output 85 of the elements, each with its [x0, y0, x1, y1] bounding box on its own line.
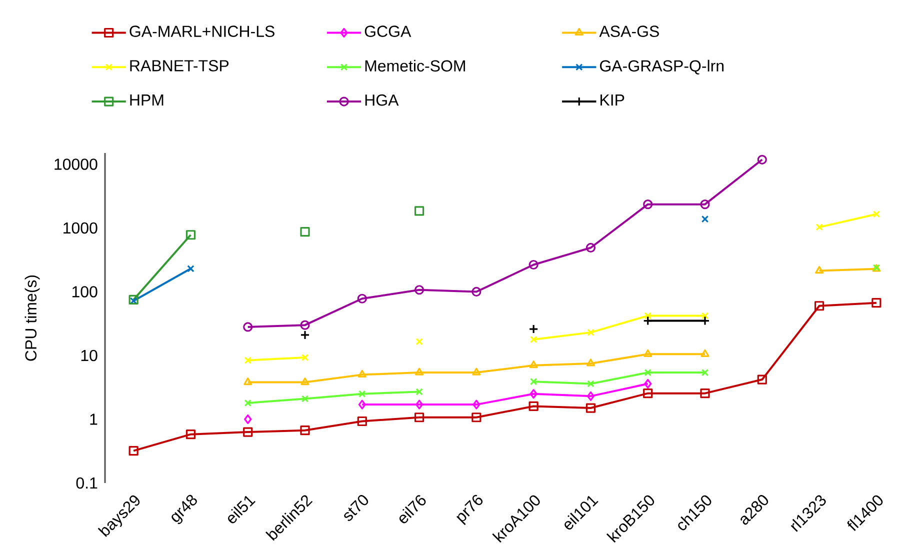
point — [416, 338, 423, 346]
point — [300, 330, 310, 340]
point — [586, 403, 596, 413]
point — [757, 154, 767, 164]
point — [414, 285, 424, 295]
legend-label: HGA — [365, 94, 399, 106]
point — [301, 354, 309, 362]
point — [701, 312, 709, 320]
point — [586, 242, 596, 253]
point — [357, 416, 367, 426]
point — [586, 358, 595, 366]
point — [587, 380, 594, 388]
point — [358, 370, 366, 378]
point — [872, 210, 880, 218]
legend-label: ASA-GS — [599, 26, 659, 37]
point — [643, 388, 653, 398]
point — [244, 356, 252, 364]
point — [301, 395, 309, 402]
y-tick-label: 1000 — [64, 222, 98, 234]
point — [814, 301, 824, 311]
point — [528, 260, 538, 270]
point — [472, 400, 480, 410]
point — [300, 426, 310, 436]
point — [644, 349, 652, 357]
point — [243, 322, 253, 332]
point — [416, 388, 423, 396]
legend-label: KIP — [600, 94, 624, 106]
point — [757, 374, 767, 384]
y-tick-label: 10000 — [54, 158, 98, 170]
legend-label: RABNET-TSP — [130, 60, 229, 72]
point — [300, 227, 310, 237]
point — [187, 265, 194, 272]
x-tick-label: st70 — [344, 495, 368, 521]
point — [358, 400, 366, 410]
point — [700, 200, 710, 210]
point — [872, 298, 882, 308]
point — [186, 430, 196, 440]
point — [414, 412, 424, 422]
point — [358, 390, 366, 398]
point — [415, 368, 424, 376]
y-tick-label: 0.1 — [76, 477, 98, 489]
legend-label: GA-MARL+NICH-LS — [130, 26, 274, 37]
point — [415, 400, 424, 410]
point — [530, 378, 538, 386]
point — [644, 312, 652, 320]
point — [586, 391, 595, 401]
point — [529, 360, 538, 368]
point — [300, 320, 310, 330]
y-tick-label: 10 — [81, 350, 98, 362]
point — [700, 316, 710, 326]
point — [244, 414, 252, 424]
y-axis-title: CPU time(s) — [24, 275, 40, 361]
legend-label: HPM — [130, 94, 164, 106]
legend-label: Memetic-SOM — [365, 60, 465, 72]
point — [700, 388, 710, 398]
point — [528, 401, 538, 412]
point — [472, 286, 482, 297]
point — [530, 336, 538, 344]
point — [587, 328, 594, 336]
point — [414, 206, 424, 216]
point — [243, 427, 253, 437]
point — [244, 399, 252, 407]
point — [644, 378, 652, 389]
point — [300, 377, 310, 386]
legend-label: GCGA — [364, 26, 412, 37]
point — [244, 377, 252, 386]
point — [815, 266, 824, 274]
point — [528, 324, 538, 334]
point — [186, 230, 196, 240]
y-tick-label: 100 — [72, 286, 98, 298]
point — [357, 294, 367, 304]
point — [472, 368, 481, 376]
legend-label: GA-GRASP-Q-lrn — [600, 60, 724, 74]
point — [128, 294, 138, 305]
point — [701, 368, 709, 376]
point — [816, 224, 823, 231]
point — [128, 446, 138, 456]
point — [701, 215, 709, 223]
point — [643, 200, 653, 210]
point — [644, 368, 652, 376]
point — [530, 389, 538, 399]
y-tick-label: 1 — [90, 414, 98, 425]
point — [643, 316, 653, 326]
point — [472, 412, 482, 422]
point — [700, 349, 710, 357]
